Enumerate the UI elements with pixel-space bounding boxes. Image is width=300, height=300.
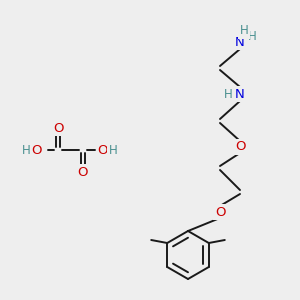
Text: H: H [224, 88, 232, 100]
Text: H: H [22, 143, 30, 157]
Text: H: H [240, 25, 248, 38]
Text: O: O [53, 122, 63, 134]
Text: O: O [235, 140, 245, 154]
Text: H: H [109, 143, 117, 157]
Text: N: N [235, 35, 245, 49]
Text: O: O [98, 143, 108, 157]
Text: H: H [248, 31, 256, 44]
Text: N: N [235, 88, 245, 100]
Text: O: O [31, 143, 41, 157]
Text: O: O [215, 206, 225, 218]
Text: O: O [78, 166, 88, 178]
